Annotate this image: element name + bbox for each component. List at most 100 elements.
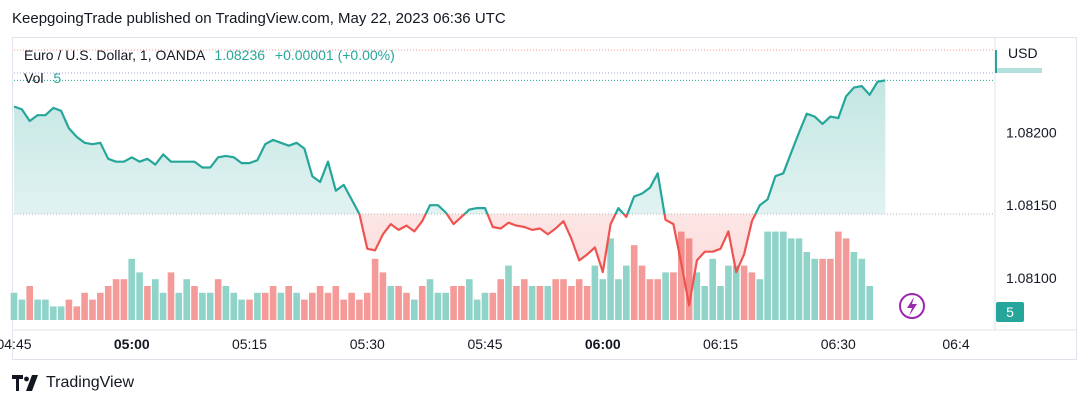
y-tick-label: 1.08200: [1006, 125, 1057, 141]
volume-bar: [701, 286, 709, 320]
volume-bar: [583, 286, 591, 320]
volume-bar: [418, 286, 426, 320]
volume-bar: [371, 258, 379, 320]
volume-bar: [827, 258, 834, 320]
volume-bar: [183, 279, 190, 320]
tradingview-brand: TradingView: [46, 374, 135, 391]
x-tick-label: 06:30: [821, 336, 856, 352]
volume-bar: [18, 299, 26, 320]
volume-bar: [34, 299, 41, 320]
price-line-above: [13, 79, 886, 214]
volume-bar: [756, 279, 764, 320]
volume-bar: [128, 258, 135, 320]
volume-bar: [638, 265, 646, 320]
tradingview-logo[interactable]: TradingView: [12, 374, 134, 392]
volume-bar: [458, 286, 465, 320]
volume-badge-label: 5: [1006, 304, 1014, 320]
volume-bar: [819, 258, 826, 320]
volume-bar: [332, 286, 340, 320]
volume-bar: [568, 286, 575, 320]
volume-bar: [858, 258, 866, 320]
volume-bar: [191, 286, 198, 320]
volume-legend[interactable]: Vol 5: [24, 70, 61, 86]
volume-bar: [630, 245, 638, 320]
volume-bar: [654, 279, 661, 320]
volume-bar: [199, 292, 206, 320]
volume-bar: [787, 238, 795, 320]
volume-bar: [167, 272, 175, 320]
volume-bar: [772, 231, 779, 320]
volume-bar: [481, 292, 489, 320]
x-tick-label: 06:15: [703, 336, 738, 352]
volume-bar: [10, 292, 18, 320]
volume-bar: [285, 286, 292, 320]
price-area-above-baseline: [14, 80, 886, 214]
volume-bar: [505, 265, 512, 320]
volume-bar: [356, 299, 363, 320]
symbol-legend[interactable]: Euro / U.S. Dollar, 1, OANDA 1.08236 +0.…: [24, 47, 395, 63]
last-price: 1.08236: [214, 47, 266, 63]
volume-bar: [120, 279, 128, 320]
volume-bar: [238, 299, 245, 320]
volume-bar: [536, 286, 544, 320]
volume-bar: [748, 272, 756, 320]
volume-bar: [442, 292, 449, 320]
volume-bar: [42, 299, 49, 320]
volume-bar: [277, 292, 285, 320]
x-tick-label: 06:4: [942, 336, 969, 352]
volume-bar: [552, 279, 559, 320]
volume-bar: [835, 231, 842, 320]
volume-bar: [450, 286, 457, 320]
price-chart[interactable]: USD 1.08200 1.08150 1.08100 04:45 05:00 05:15 0…: [0, 0, 1090, 360]
volume-bar: [26, 286, 33, 320]
symbol-name: Euro / U.S. Dollar, 1, OANDA: [24, 47, 205, 63]
x-tick-label: 05:15: [232, 336, 267, 352]
volume-bar: [214, 279, 222, 320]
publisher-line: KeepgoingTrade published on TradingView.…: [12, 10, 506, 27]
y-tick-label: 1.08100: [1006, 270, 1057, 286]
x-tick-label: 06:00: [585, 336, 621, 352]
currency-label: USD: [1008, 45, 1038, 61]
price-change: +0.00001 (+0.00%): [274, 47, 395, 63]
volume-bar: [489, 292, 497, 320]
chart-frame: [12, 37, 1077, 360]
volume-bar: [81, 292, 88, 320]
volume-label: Vol: [24, 70, 44, 86]
volume-bar: [136, 272, 143, 320]
y-tick-label: 1.08150: [1006, 197, 1057, 213]
volume-bar: [411, 299, 418, 320]
volume-value: 5: [53, 70, 62, 86]
volume-bar: [301, 299, 308, 320]
volume-bar: [466, 279, 473, 320]
volume-bar: [50, 306, 57, 320]
price-line-below: [358, 213, 757, 307]
volume-bar: [261, 292, 269, 320]
volume-bar: [324, 292, 332, 320]
volume-bar: [740, 265, 748, 320]
volume-bar: [544, 286, 552, 320]
volume-bar: [615, 279, 622, 320]
volume-bar: [246, 299, 253, 320]
volume-bar: [662, 272, 669, 320]
volume-bar: [73, 306, 81, 320]
volume-bar: [269, 286, 277, 320]
volume-badge: [996, 302, 1024, 322]
volume-bar: [717, 286, 724, 320]
volume-bar: [104, 286, 112, 320]
volume-bar: [434, 292, 442, 320]
volume-bar: [65, 299, 73, 320]
volume-bar: [623, 265, 630, 320]
volume-bar: [599, 279, 607, 320]
volume-bar: [159, 292, 167, 320]
x-tick-label: 05:30: [350, 336, 385, 352]
volume-bar: [764, 231, 771, 320]
last-price-strip: [997, 68, 1042, 73]
volume-bar: [112, 279, 120, 320]
volume-bar: [803, 252, 811, 320]
volume-bar: [363, 292, 371, 320]
volume-bar: [709, 258, 716, 320]
volume-bar: [348, 292, 355, 320]
x-tick-label: 05:00: [114, 336, 150, 352]
volume-bar: [222, 286, 230, 320]
volume-bar: [811, 258, 818, 320]
